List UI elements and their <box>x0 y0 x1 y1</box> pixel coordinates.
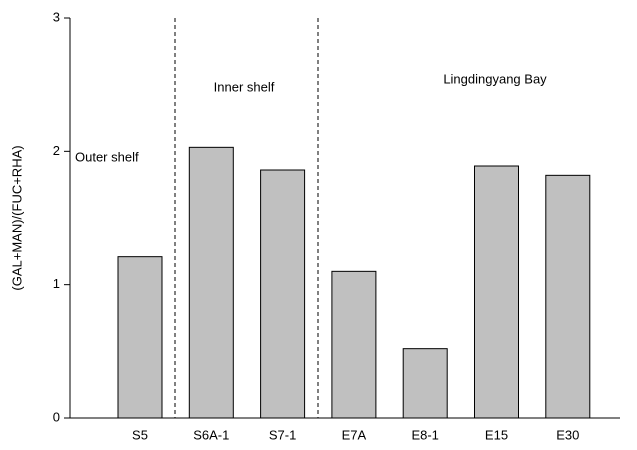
x-tick-label: E8-1 <box>411 427 438 442</box>
annotation: Lingdingyang Bay <box>443 71 547 86</box>
bar <box>117 256 163 419</box>
x-tick-label: S5 <box>132 427 148 442</box>
bar <box>188 146 234 419</box>
bar <box>402 348 448 419</box>
x-tick-label: S7-1 <box>269 427 296 442</box>
annotation: Inner shelf <box>214 79 275 94</box>
y-tick-label: 0 <box>53 409 60 424</box>
y-axis-label: (GAL+MAN)/(FUC+RHA) <box>9 145 24 290</box>
bar <box>474 165 519 419</box>
y-tick-label: 2 <box>53 143 60 158</box>
bar <box>260 169 306 419</box>
x-tick-label: E15 <box>485 427 508 442</box>
y-tick-label: 1 <box>53 276 60 291</box>
bar <box>331 270 377 419</box>
x-tick-label: E7A <box>342 427 367 442</box>
x-tick-label: S6A-1 <box>193 427 229 442</box>
x-tick-label: E30 <box>556 427 579 442</box>
y-tick-label: 3 <box>53 9 60 24</box>
bar <box>545 174 591 419</box>
annotation: Outer shelf <box>75 149 139 164</box>
